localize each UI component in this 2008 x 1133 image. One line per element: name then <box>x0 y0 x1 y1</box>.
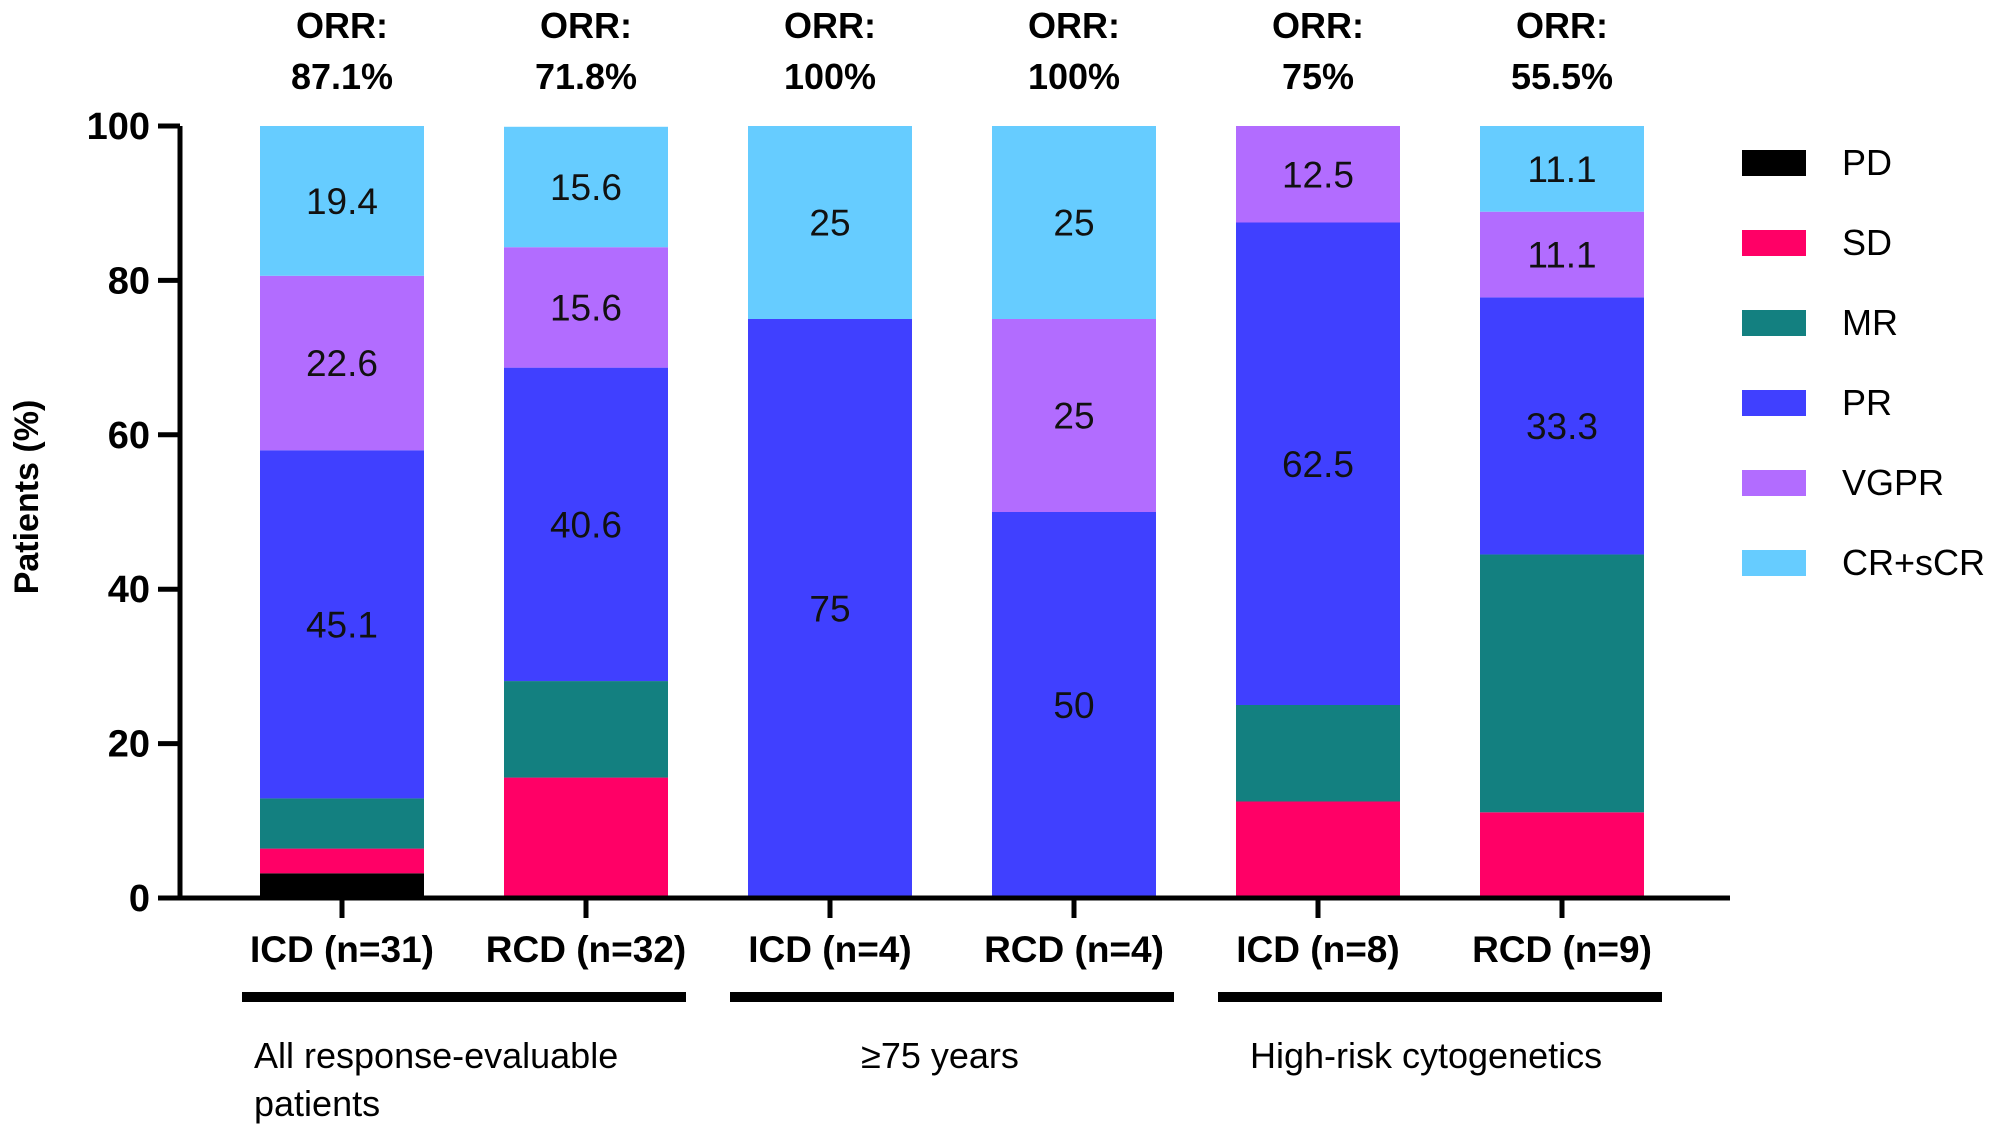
x-tick-label: ICD (n=8) <box>1236 929 1399 970</box>
orr-value: 71.8% <box>535 56 637 97</box>
y-tick-label: 60 <box>108 415 150 457</box>
group-label: All response-evaluable <box>254 1035 618 1076</box>
bar-segment-mr-2 <box>504 681 668 778</box>
segment-value-label: 25 <box>1053 396 1094 437</box>
x-tick-label: RCD (n=32) <box>486 929 686 970</box>
axes-layer: 0 20 40 60 80 100 <box>87 106 1730 920</box>
bar-segment-pd-1 <box>260 873 424 898</box>
legend-label: CR+sCR <box>1842 542 1985 583</box>
segment-value-label: 11.1 <box>1527 235 1596 276</box>
bar-segment-vgpr-5 <box>1236 126 1400 223</box>
category-labels-layer: ICD (n=31) RCD (n=32) ICD (n=4) RCD (n=4) IC… <box>250 929 1652 970</box>
x-tick-label: ICD (n=4) <box>748 929 911 970</box>
bar-segment-cr-scr-6 <box>1480 126 1644 212</box>
bar-segment-cr-scr-1 <box>260 126 424 276</box>
segment-value-label: 25 <box>1053 203 1094 244</box>
bar-segment-mr-6 <box>1480 554 1644 813</box>
bar-segment-pr-6 <box>1480 297 1644 555</box>
bar-segment-cr-scr-3 <box>748 126 912 319</box>
y-tick-label: 40 <box>108 569 150 611</box>
legend-swatch-pd <box>1742 150 1806 176</box>
legend-label: MR <box>1842 302 1898 343</box>
bar-segment-mr-1 <box>260 798 424 849</box>
segment-value-label: 12.5 <box>1282 154 1354 195</box>
orr-label: ORR: <box>1516 5 1608 46</box>
y-tick-label: 100 <box>87 106 150 148</box>
bar-segment-sd-6 <box>1480 812 1644 898</box>
segment-value-label: 62.5 <box>1282 444 1354 485</box>
segment-value-label: 25 <box>809 203 850 244</box>
segment-value-label: 11.1 <box>1527 149 1596 190</box>
x-tick-label: RCD (n=9) <box>1472 929 1652 970</box>
segment-value-label: 22.6 <box>306 343 378 384</box>
group-label: ≥75 years <box>861 1035 1019 1076</box>
orr-label: ORR: <box>540 5 632 46</box>
segment-value-label: 19.4 <box>306 181 378 222</box>
orr-label: ORR: <box>1272 5 1364 46</box>
y-tick-label: 0 <box>129 878 150 920</box>
orr-value: 100% <box>784 56 876 97</box>
bar-segment-pr-1 <box>260 450 424 799</box>
legend-swatch-mr <box>1742 310 1806 336</box>
bar-segment-cr-scr-4 <box>992 126 1156 319</box>
legend-label: PD <box>1842 142 1892 183</box>
segment-value-label: 50 <box>1053 685 1094 726</box>
segment-value-label: 15.6 <box>550 167 622 208</box>
segment-value-label: 33.3 <box>1526 406 1598 447</box>
legend-swatch-vgpr <box>1742 470 1806 496</box>
group-label: High-risk cytogenetics <box>1250 1035 1602 1076</box>
bar-segment-pr-5 <box>1236 222 1400 705</box>
y-tick-label: 20 <box>108 724 150 766</box>
legend-label: VGPR <box>1842 462 1944 503</box>
orr-value: 100% <box>1028 56 1120 97</box>
segment-labels-layer: 45.1 22.6 19.4 40.6 15.6 15.6 75 25 50 25 25 62.5 12… <box>306 149 1598 726</box>
legend-swatch-sd <box>1742 230 1806 256</box>
bar-segment-cr-scr-2 <box>504 126 668 248</box>
orr-value: 87.1% <box>291 56 393 97</box>
y-tick-label: 80 <box>108 260 150 302</box>
legend-swatch-pr <box>1742 390 1806 416</box>
y-axis-title: Patients (%) <box>8 400 46 595</box>
bar-segment-sd-1 <box>260 848 424 874</box>
bar-segment-vgpr-6 <box>1480 211 1644 298</box>
legend-label: SD <box>1842 222 1892 263</box>
group-labels-layer: All response-evaluable patients ≥75 years H… <box>242 992 1662 1124</box>
orr-value: 55.5% <box>1511 56 1613 97</box>
legend-label: PR <box>1842 382 1892 423</box>
bar-segment-pr-3 <box>748 319 912 898</box>
bar-segment-pr-2 <box>504 367 668 682</box>
bar-segment-vgpr-1 <box>260 275 424 451</box>
bar-segment-sd-2 <box>504 777 668 898</box>
orr-labels-layer: ORR: 87.1% ORR: 71.8% ORR: 100% ORR: 100% ORR: 75… <box>291 5 1613 97</box>
segment-value-label: 75 <box>809 589 850 630</box>
bars-layer <box>260 126 1644 898</box>
x-tick-label: RCD (n=4) <box>984 929 1164 970</box>
bar-segment-mr-5 <box>1236 705 1400 802</box>
x-tick-label: ICD (n=31) <box>250 929 434 970</box>
orr-label: ORR: <box>784 5 876 46</box>
bar-segment-sd-5 <box>1236 801 1400 898</box>
bar-segment-vgpr-4 <box>992 319 1156 512</box>
legend-swatch-cr-scr <box>1742 550 1806 576</box>
legend: PD SD MR PR VGPR CR+sCR <box>1742 142 1985 583</box>
segment-value-label: 40.6 <box>550 504 622 545</box>
bar-segment-pr-4 <box>992 512 1156 898</box>
orr-label: ORR: <box>1028 5 1120 46</box>
segment-value-label: 15.6 <box>550 287 622 328</box>
group-label: patients <box>254 1083 380 1124</box>
segment-value-label: 45.1 <box>306 604 378 645</box>
orr-label: ORR: <box>296 5 388 46</box>
orr-value: 75% <box>1282 56 1354 97</box>
bar-segment-vgpr-2 <box>504 247 668 368</box>
